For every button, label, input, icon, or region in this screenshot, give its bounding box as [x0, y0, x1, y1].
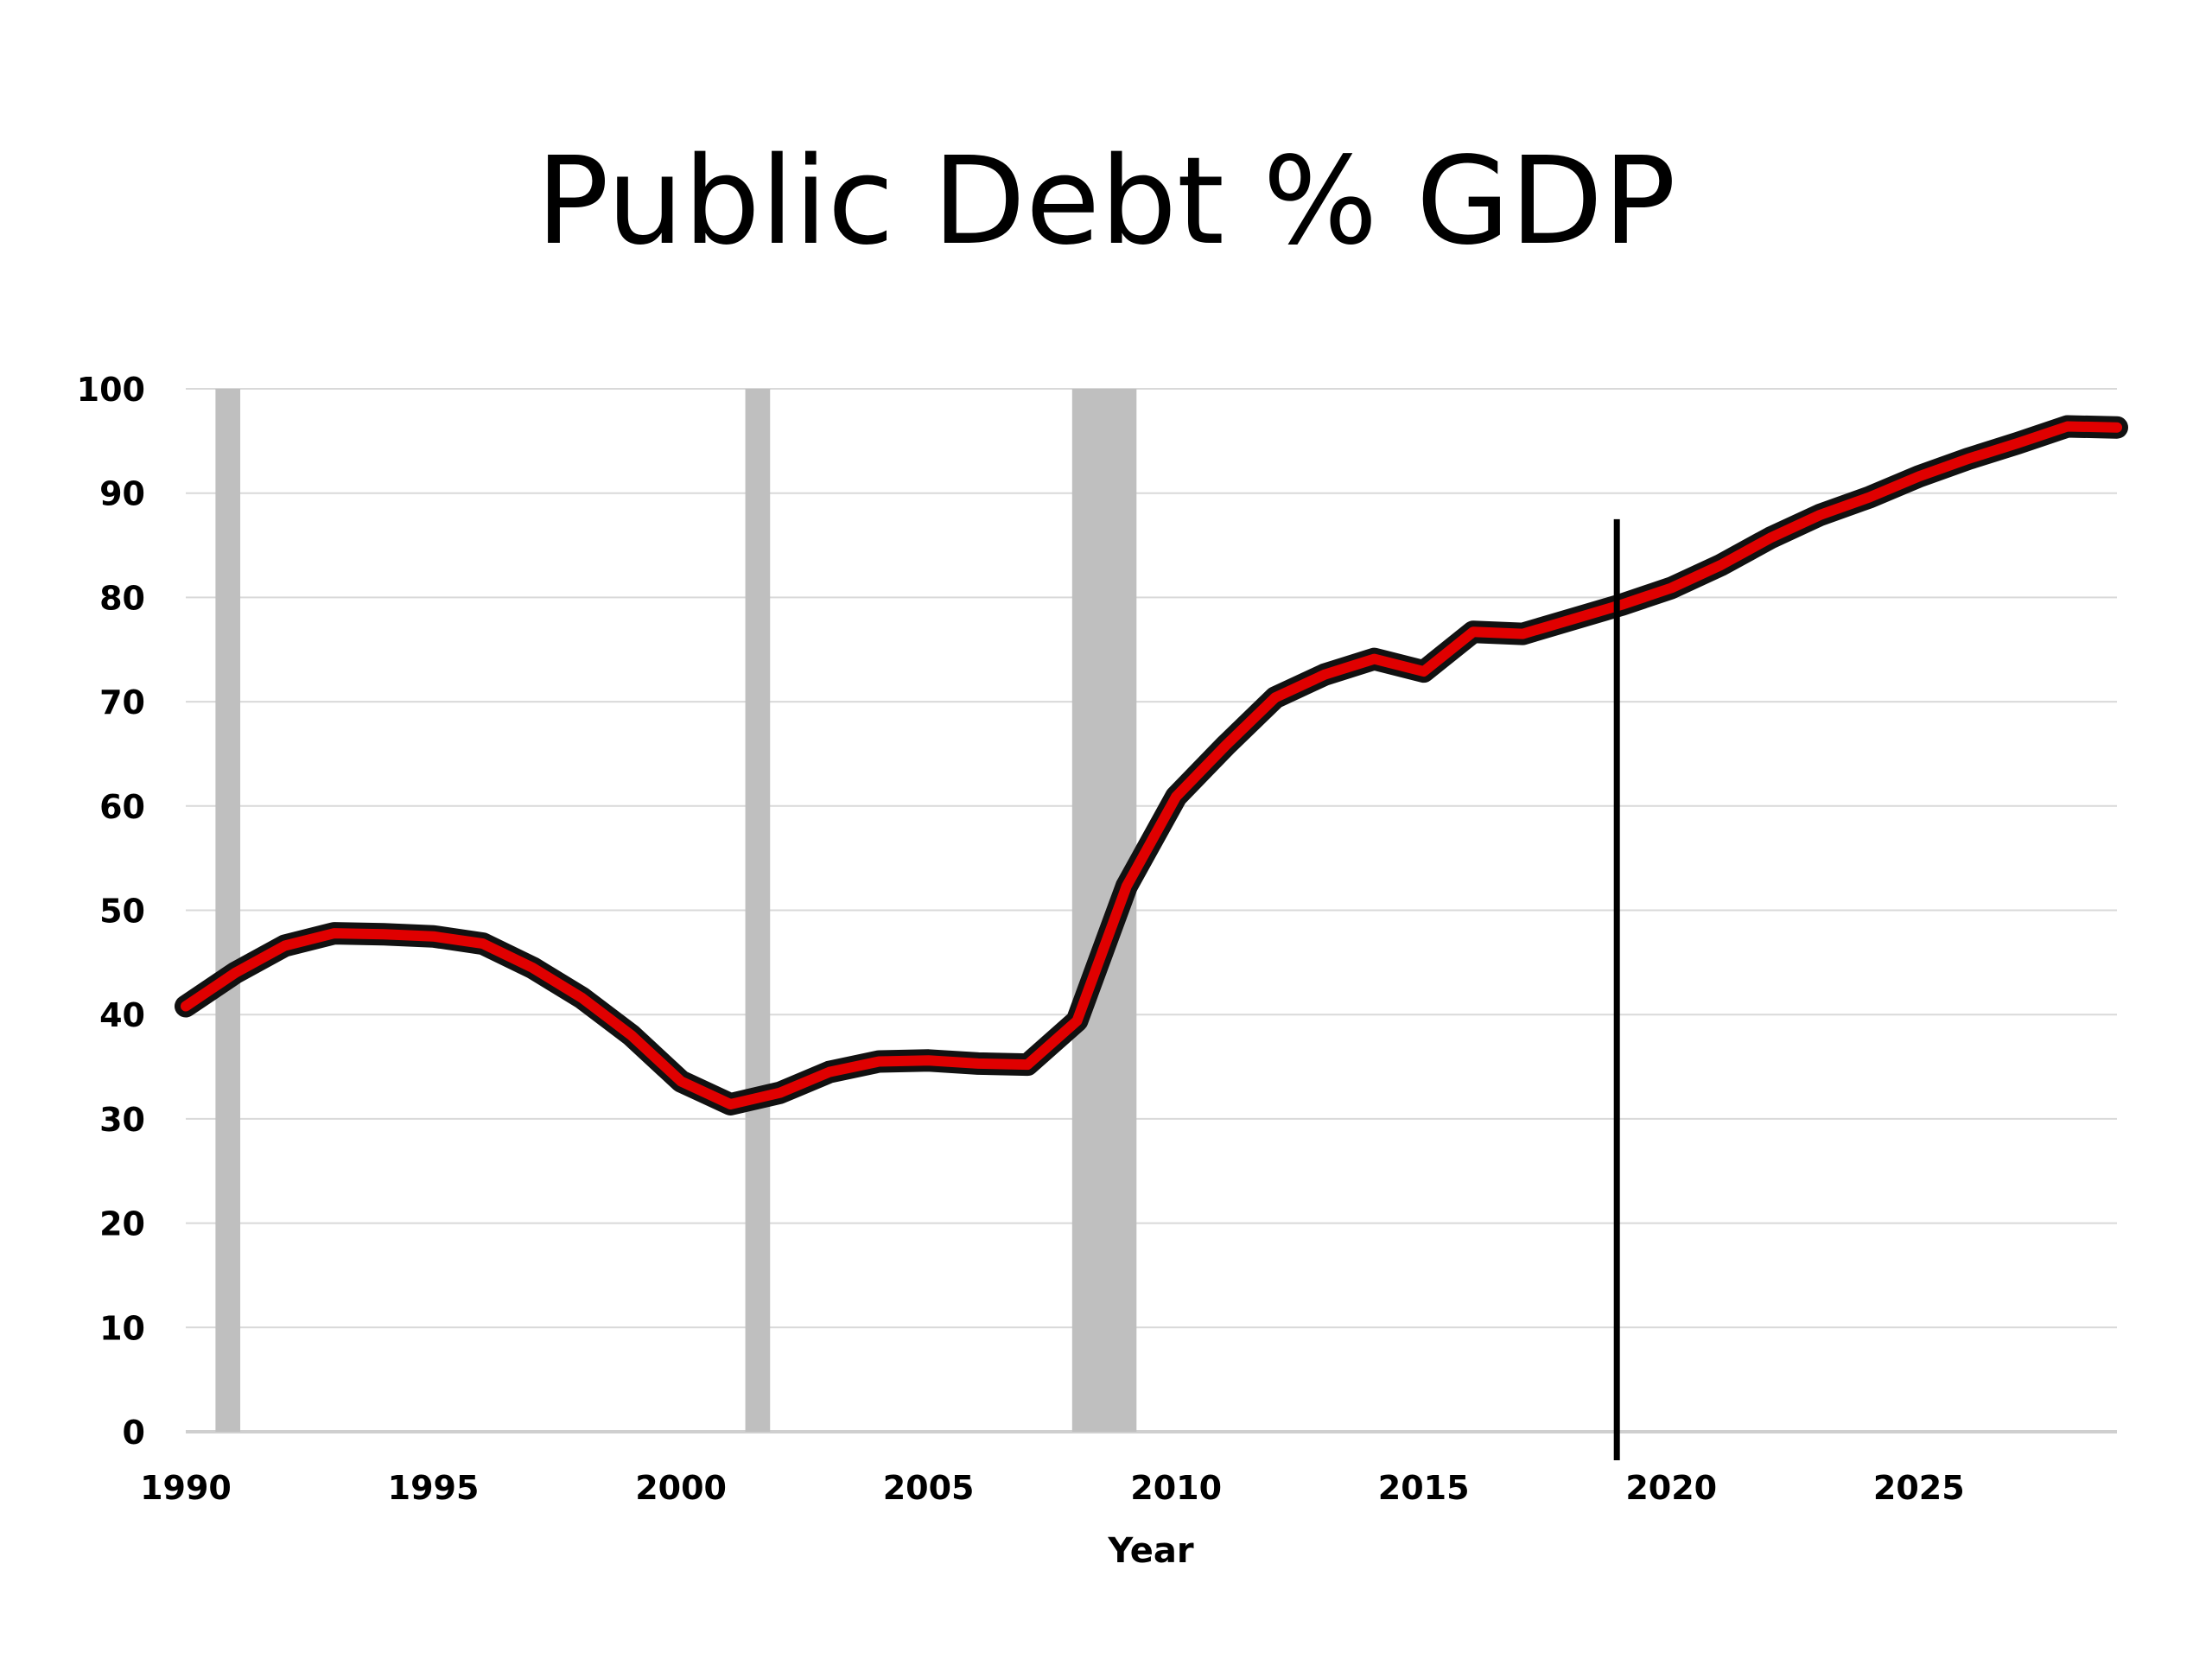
x-tick-labels: 1990 1995 2000 2005 2010 2015 2020 2025: [140, 1469, 1965, 1507]
y-tick-label-40: 40: [99, 996, 145, 1034]
y-tick-label-50: 50: [99, 893, 145, 931]
x-tick-label-2010: 2010: [1130, 1469, 1222, 1507]
series-line-outline: [175, 415, 2128, 1116]
chart-title: Public Debt % GDP: [536, 131, 1676, 272]
y-tick-label-30: 30: [99, 1101, 145, 1139]
y-tick-label-60: 60: [99, 788, 145, 826]
recession-bands: [215, 389, 1137, 1432]
x-tick-label-2005: 2005: [883, 1469, 975, 1507]
x-tick-label-2015: 2015: [1378, 1469, 1470, 1507]
recession-band-1: [215, 389, 241, 1432]
y-tick-label-10: 10: [99, 1309, 145, 1347]
y-tick-label-70: 70: [99, 683, 145, 721]
series-line: [181, 421, 2122, 1109]
y-tick-label-90: 90: [99, 475, 145, 513]
x-axis-label: Year: [1107, 1531, 1193, 1571]
x-tick-label-1995: 1995: [388, 1469, 480, 1507]
grid-lines: [186, 388, 2117, 1433]
y-tick-label-20: 20: [99, 1205, 145, 1243]
x-tick-label-1990: 1990: [140, 1469, 232, 1507]
x-tick-label-2020: 2020: [1625, 1469, 1717, 1507]
series-layer: [175, 415, 2128, 1116]
y-tick-label-0: 0: [123, 1414, 145, 1452]
recession-band-2: [745, 389, 771, 1432]
x-tick-label-2000: 2000: [635, 1469, 727, 1507]
y-tick-labels: 0 10 20 30 40 50 60 70 80 90 100: [77, 371, 145, 1452]
y-tick-label-80: 80: [99, 579, 145, 617]
y-tick-label-100: 100: [77, 371, 145, 409]
x-tick-label-2025: 2025: [1873, 1469, 1965, 1507]
